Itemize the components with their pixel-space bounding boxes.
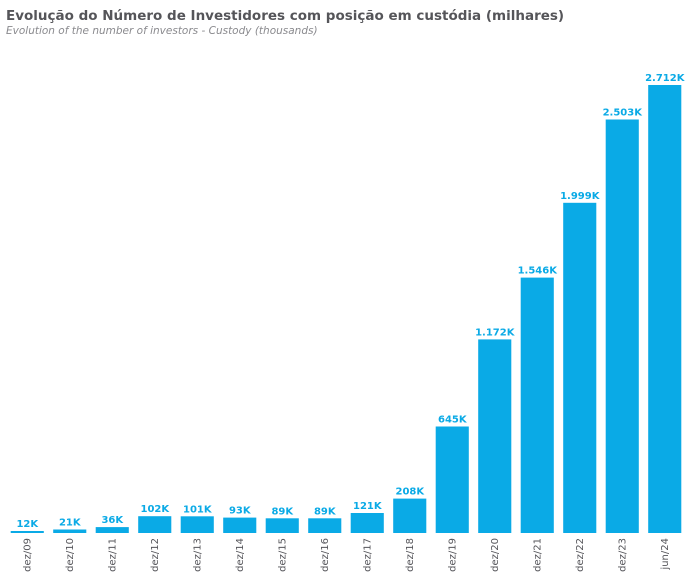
bar-dez-13 [180,516,214,533]
bar-dez-20 [478,339,512,533]
data-label-dez-23: 2.503K [603,108,644,119]
bar-dez-23 [605,119,639,533]
bar-dez-18 [393,498,427,533]
x-tick-label-dez-12: dez/12 [150,538,161,572]
bars-group [10,85,682,534]
bar-dez-10 [53,529,87,533]
x-tick-label-dez-22: dez/22 [575,538,586,572]
data-label-dez-13: 101K [183,504,213,515]
chart-title: Evolução do Número de Investidores com p… [6,8,565,24]
bar-labels-group: 12K 21K 36K 102K 101K 93K 89K 89K 121K 208K 645K 1.… [16,73,685,530]
data-label-dez-19: 645K [438,415,468,426]
data-label-dez-18: 208K [395,487,425,498]
data-label-jun-24: 2.712K [645,73,686,84]
data-label-dez-15: 89K [271,506,294,517]
x-tick-label-dez-14: dez/14 [235,538,246,572]
data-label-dez-17: 121K [353,501,383,512]
data-label-dez-22: 1.999K [560,191,601,202]
x-tick-label-dez-17: dez/17 [362,538,373,572]
x-tick-label-dez-13: dez/13 [192,538,203,572]
x-tick-label-dez-16: dez/16 [320,538,331,572]
bar-dez-19 [435,426,469,533]
bar-jun-24 [648,85,682,533]
data-label-dez-16: 89K [314,506,337,517]
chart-subtitle: Evolution of the number of investors - C… [6,25,318,37]
data-label-dez-11: 36K [101,515,124,526]
bar-dez-21 [520,277,554,533]
x-tick-label-jun-24: jun/24 [660,538,671,571]
bar-dez-11 [95,527,129,533]
x-tick-label-dez-15: dez/15 [277,538,288,572]
data-label-dez-12: 102K [140,504,170,515]
x-tick-label-dez-09: dez/09 [22,538,33,572]
bar-dez-14 [223,517,257,533]
bar-dez-12 [138,516,172,533]
data-label-dez-10: 21K [59,518,82,529]
bar-dez-15 [265,518,299,533]
x-tick-label-dez-10: dez/10 [65,538,76,572]
x-tick-label-dez-20: dez/20 [490,538,501,572]
bar-dez-17 [350,513,384,533]
bar-dez-22 [563,202,597,534]
data-label-dez-21: 1.546K [518,266,559,277]
x-tick-labels-group: dez/09 dez/10 dez/11 dez/12 dez/13 dez/14 dez/… [22,538,671,572]
bar-dez-16 [308,518,342,533]
x-tick-label-dez-11: dez/11 [107,538,118,572]
x-tick-label-dez-21: dez/21 [532,538,543,572]
x-tick-label-dez-23: dez/23 [617,538,628,572]
data-label-dez-20: 1.172K [475,327,516,338]
x-tick-label-dez-18: dez/18 [405,538,416,572]
data-label-dez-14: 93K [229,506,252,517]
data-label-dez-09: 12K [16,519,39,530]
bar-dez-09 [10,531,44,533]
x-tick-label-dez-19: dez/19 [447,538,458,572]
